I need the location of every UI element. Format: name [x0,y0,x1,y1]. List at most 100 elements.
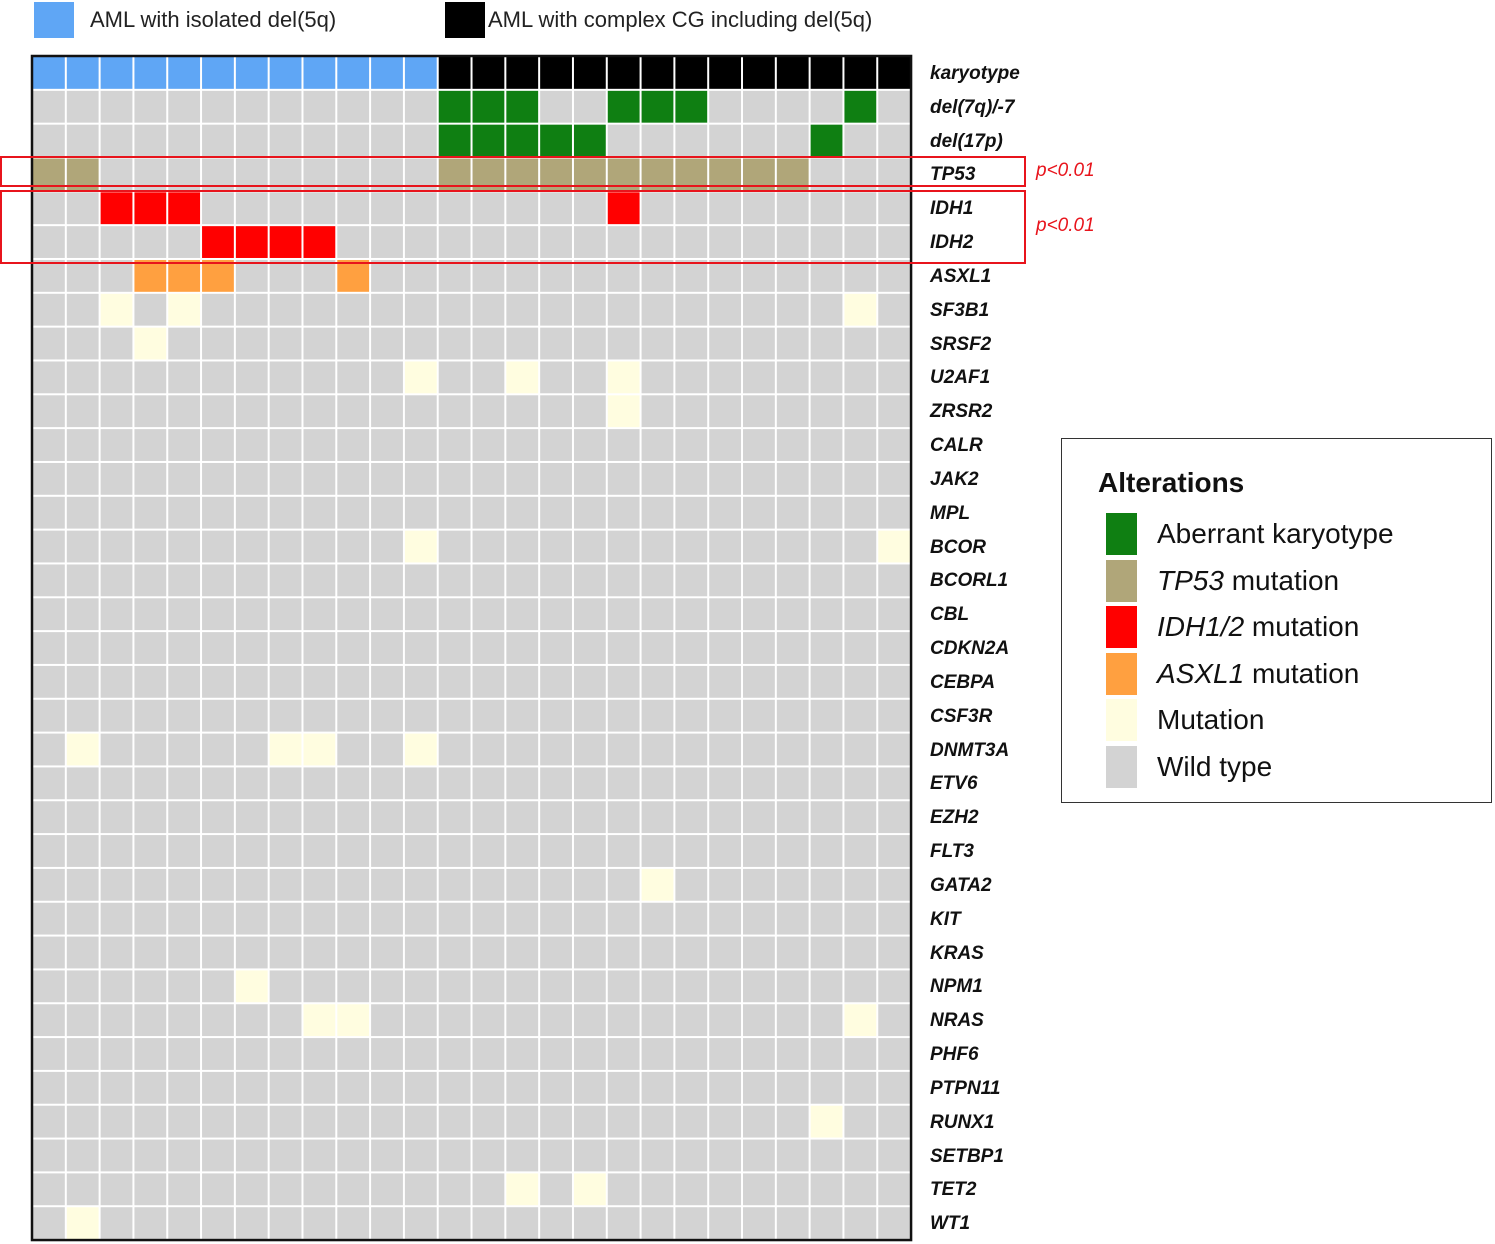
cell-tet2-19-wild-type [641,1173,674,1206]
cell-bcorl1-19-wild-type [641,564,674,597]
cell-sf3b1-15-wild-type [506,293,539,326]
cell-jak2-18-wild-type [607,462,640,495]
cell-phf6-22-wild-type [743,1038,775,1070]
cell-ezh2-21-wild-type [709,801,742,834]
cell-u2af1-2-wild-type [66,361,99,394]
cell-idh2-1-wild-type [33,226,65,258]
cell-asxl1-24-wild-type [810,259,843,292]
cell-del7q7-14-aberrant [472,90,505,123]
cell-npm1-22-wild-type [743,970,775,1003]
cell-karyotype-16-complex [540,57,572,89]
cell-del17p-10-wild-type [337,124,370,157]
cell-calr-7-wild-type [235,429,268,461]
cell-mpl-21-wild-type [709,496,742,529]
cell-zrsr2-8-wild-type [269,395,302,428]
cell-npm1-26-wild-type [878,970,911,1003]
cell-dnmt3a-11-wild-type [371,733,403,766]
row-label-srsf2: SRSF2 [930,333,992,355]
cell-calr-2-wild-type [66,429,99,461]
cell-tet2-14-wild-type [472,1173,505,1206]
cell-cebpa-16-wild-type [540,665,572,698]
cell-sf3b1-1-wild-type [33,293,65,326]
cell-calr-22-wild-type [743,429,775,461]
cell-asxl1-23-wild-type [776,259,809,292]
cell-csf3r-2-wild-type [66,699,99,732]
row-label-runx1: RUNX1 [930,1111,995,1133]
cell-u2af1-17-wild-type [573,361,606,394]
cell-jak2-9-wild-type [303,462,336,495]
cell-phf6-7-wild-type [235,1038,268,1070]
cell-cebpa-21-wild-type [709,665,742,698]
cell-flt3-19-wild-type [641,835,674,867]
cell-sf3b1-17-wild-type [573,293,606,326]
cell-idh1-5-idh-mut [168,192,201,225]
cell-wt1-12-wild-type [404,1207,437,1240]
cell-karyotype-7-isolated [235,57,268,89]
cell-idh1-1-wild-type [33,192,65,225]
cell-asxl1-22-wild-type [743,259,775,292]
cell-ezh2-25-wild-type [844,801,877,834]
cell-etv6-14-wild-type [472,767,505,800]
cell-tet2-11-wild-type [371,1173,403,1206]
cell-flt3-7-wild-type [235,835,268,867]
cell-dnmt3a-6-wild-type [202,733,234,766]
legend-label: Mutation [1157,704,1265,735]
cell-u2af1-21-wild-type [709,361,742,394]
cell-bcor-17-wild-type [573,530,606,563]
cell-karyotype-23-complex [776,57,809,89]
cell-cebpa-9-wild-type [303,665,336,698]
cell-zrsr2-12-wild-type [404,395,437,428]
cell-tet2-24-wild-type [810,1173,843,1206]
cell-ezh2-4-wild-type [134,801,167,834]
cell-sf3b1-21-wild-type [709,293,742,326]
row-label-bcor: BCOR [930,536,986,558]
cell-del7q7-25-aberrant [844,90,877,123]
cell-phf6-9-wild-type [303,1038,336,1070]
cell-etv6-16-wild-type [540,767,572,800]
cell-asxl1-18-wild-type [607,259,640,292]
cell-u2af1-8-wild-type [269,361,302,394]
cell-ptpn11-6-wild-type [202,1071,234,1104]
cell-runx1-26-wild-type [878,1105,911,1138]
cell-setbp1-19-wild-type [641,1139,674,1172]
cell-nras-3-wild-type [100,1004,133,1037]
cell-cebpa-6-wild-type [202,665,234,698]
cell-wt1-13-wild-type [438,1207,471,1240]
cell-idh1-25-wild-type [844,192,877,225]
cell-ptpn11-2-wild-type [66,1071,99,1104]
cell-mpl-22-wild-type [743,496,775,529]
cell-bcorl1-20-wild-type [675,564,708,597]
cell-cdkn2a-12-wild-type [404,632,437,664]
cell-idh1-3-idh-mut [100,192,133,225]
cell-srsf2-15-wild-type [506,327,539,360]
cell-tet2-15-mutation [506,1173,539,1206]
cell-sf3b1-16-wild-type [540,293,572,326]
cell-gata2-9-wild-type [303,868,336,901]
cell-calr-23-wild-type [776,429,809,461]
cell-srsf2-17-wild-type [573,327,606,360]
cell-runx1-6-wild-type [202,1105,234,1138]
cell-bcorl1-8-wild-type [269,564,302,597]
cell-kit-24-wild-type [810,902,843,935]
cell-gata2-12-wild-type [404,868,437,901]
cell-npm1-3-wild-type [100,970,133,1003]
cell-gata2-24-wild-type [810,868,843,901]
cell-del17p-16-aberrant [540,124,572,157]
cell-etv6-10-wild-type [337,767,370,800]
cell-mpl-3-wild-type [100,496,133,529]
cell-idh2-25-wild-type [844,226,877,258]
cell-setbp1-15-wild-type [506,1139,539,1172]
cell-u2af1-3-wild-type [100,361,133,394]
cell-sf3b1-8-wild-type [269,293,302,326]
cell-setbp1-2-wild-type [66,1139,99,1172]
cell-jak2-7-wild-type [235,462,268,495]
cell-u2af1-20-wild-type [675,361,708,394]
cell-etv6-22-wild-type [743,767,775,800]
cell-kit-18-wild-type [607,902,640,935]
cell-calr-9-wild-type [303,429,336,461]
cell-ptpn11-18-wild-type [607,1071,640,1104]
cell-mpl-1-wild-type [33,496,65,529]
row-label-ezh2: EZH2 [930,807,979,829]
cell-csf3r-7-wild-type [235,699,268,732]
cell-karyotype-13-complex [438,57,471,89]
